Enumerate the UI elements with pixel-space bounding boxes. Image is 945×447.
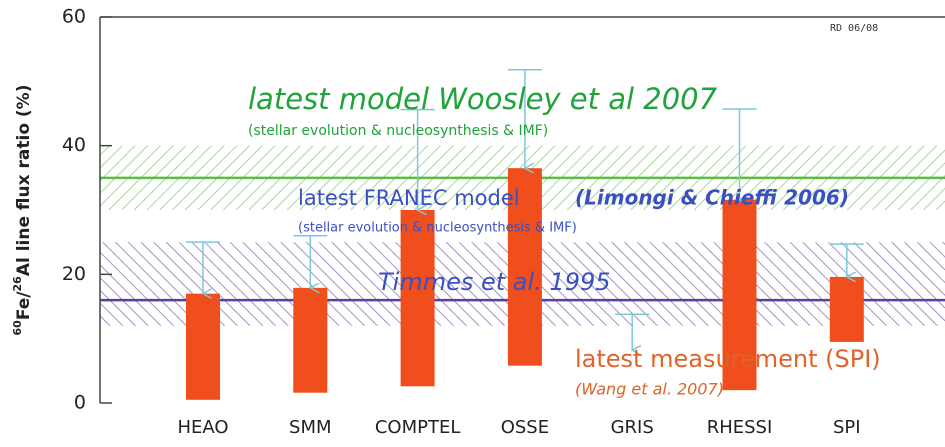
x-tick-label: OSSE	[501, 417, 549, 438]
y-axis-label-part: Fe/	[14, 291, 34, 320]
x-tick-label: RHESSI	[707, 417, 773, 438]
annotation: RD 06/08	[830, 23, 878, 34]
annotation: (Limongi & Chieffi 2006)	[575, 186, 849, 210]
range-bar	[829, 276, 864, 342]
range-bar	[293, 287, 328, 393]
x-tick-label: COMPTEL	[375, 417, 461, 438]
x-tick-label: SPI	[833, 417, 861, 438]
y-tick-label: 0	[74, 392, 86, 414]
annotation: latest measurement (SPI)	[575, 345, 881, 373]
y-tick-label: 60	[62, 6, 86, 28]
annotation: (Wang et al. 2007)	[575, 380, 724, 399]
annotation: latest model Woosley et al 2007	[248, 82, 718, 116]
x-tick-label: SMM	[289, 417, 332, 438]
x-tick-label: GRIS	[611, 417, 654, 438]
y-axis-label-part: 26	[11, 276, 24, 292]
annotation: (stellar evolution & nucleosynthesis & I…	[298, 221, 577, 236]
y-tick-label: 20	[62, 263, 86, 285]
y-axis-label-part: Al line flux ratio (%)	[14, 85, 34, 277]
range-bar	[186, 293, 220, 400]
range-bar	[722, 199, 757, 391]
y-axis-label: 60Fe/26Al line flux ratio (%)	[11, 85, 34, 336]
range-bar	[400, 210, 435, 387]
x-tick-label: HEAO	[177, 417, 228, 438]
range-bar	[507, 168, 542, 366]
y-tick-label: 40	[62, 134, 86, 156]
annotation: (stellar evolution & nucleosynthesis & I…	[248, 123, 548, 139]
annotation: Timmes et al. 1995	[378, 268, 611, 296]
annotation: latest FRANEC model	[298, 186, 520, 210]
y-axis-label-part: 60	[11, 320, 24, 336]
